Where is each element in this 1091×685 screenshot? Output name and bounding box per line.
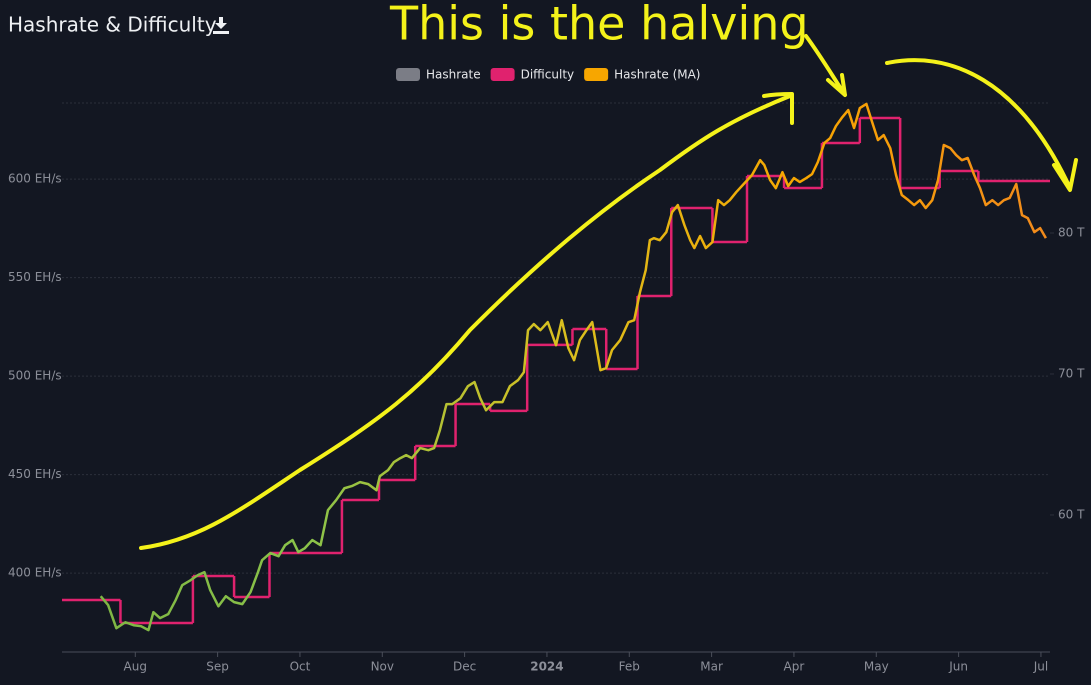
chart-title: Hashrate & Difficulty bbox=[8, 13, 217, 37]
plot-area: 400 EH/s 450 EH/s 500 EH/s 550 EH/s 600 EH/s… bbox=[8, 102, 1085, 674]
x-tick-label: May bbox=[864, 660, 889, 674]
y-tick-label: 600 EH/s bbox=[8, 172, 62, 186]
y2-tick-label: 70 T bbox=[1058, 366, 1085, 380]
x-tick-label: Jul bbox=[1033, 660, 1048, 674]
legend-swatch bbox=[584, 68, 609, 81]
x-tick-label: Jun bbox=[948, 660, 968, 674]
y-tick-label: 400 EH/s bbox=[8, 566, 62, 580]
download-icon-stem bbox=[219, 17, 223, 25]
download-icon-head bbox=[215, 23, 227, 29]
download-icon[interactable] bbox=[213, 17, 229, 34]
annotation-arrow bbox=[885, 58, 1078, 192]
y2-tick-label: 80 T bbox=[1058, 225, 1085, 239]
legend-label: Hashrate bbox=[426, 68, 481, 82]
hashrate-ma-line bbox=[99, 102, 1047, 632]
legend-swatch bbox=[396, 68, 420, 81]
legend-swatch bbox=[490, 68, 515, 81]
x-tick-label: Oct bbox=[290, 660, 311, 674]
x-tick-label: 2024 bbox=[530, 660, 563, 674]
x-tick-label: Mar bbox=[700, 660, 723, 674]
download-icon-base bbox=[213, 31, 229, 34]
legend-item[interactable]: Difficulty bbox=[490, 68, 575, 82]
annotation-arrow-head bbox=[762, 92, 794, 125]
legend-item[interactable]: Hashrate (MA) bbox=[584, 68, 701, 82]
legend: Hashrate Difficulty Hashrate (MA) bbox=[396, 68, 701, 82]
y-tick-label: 550 EH/s bbox=[8, 270, 62, 284]
annotation-arrow bbox=[804, 34, 847, 97]
annotation-arrow bbox=[139, 94, 792, 550]
y-tick-label: 500 EH/s bbox=[8, 369, 62, 383]
x-tick-label: Dec bbox=[453, 660, 476, 674]
x-tick-label: Nov bbox=[371, 660, 394, 674]
legend-label: Hashrate (MA) bbox=[614, 68, 700, 82]
y2-tick-label: 60 T bbox=[1058, 507, 1085, 521]
annotation-text: This is the halving bbox=[389, 0, 809, 51]
x-tick-label: Sep bbox=[206, 660, 229, 674]
y-tick-label: 450 EH/s bbox=[8, 467, 62, 481]
x-tick-label: Feb bbox=[619, 660, 640, 674]
legend-label: Difficulty bbox=[521, 68, 575, 82]
x-tick-label: Apr bbox=[784, 660, 805, 674]
x-tick-label: Aug bbox=[124, 660, 147, 674]
legend-item[interactable]: Hashrate bbox=[396, 68, 481, 82]
